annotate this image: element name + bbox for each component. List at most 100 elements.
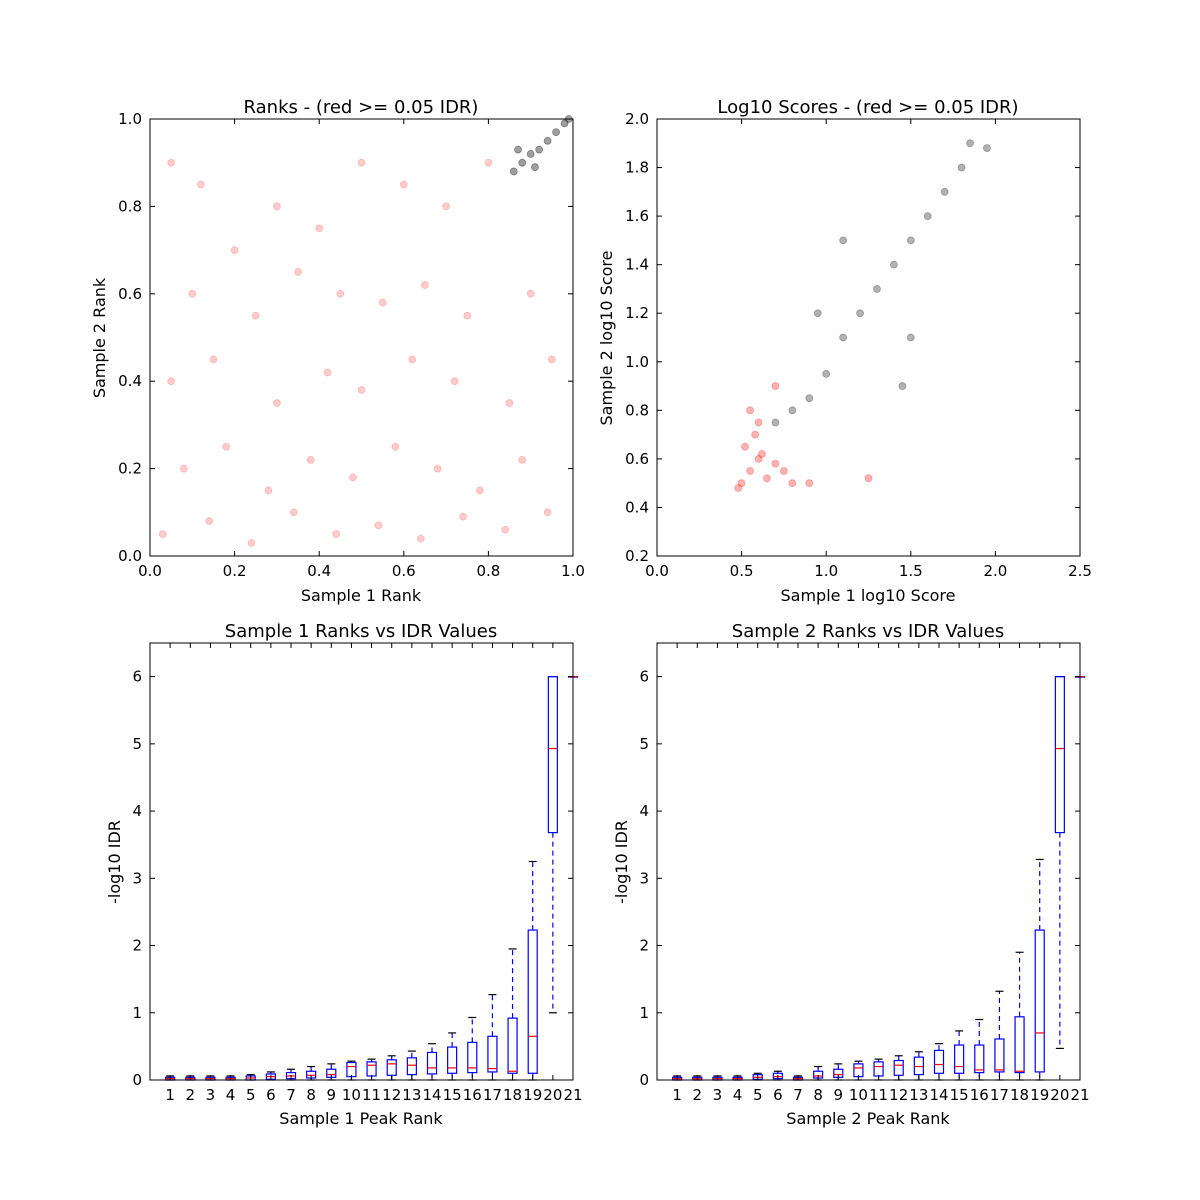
scatter-point <box>805 479 814 488</box>
scatter-point <box>940 187 949 196</box>
scatter-point <box>336 289 345 298</box>
scatter-point <box>771 382 780 390</box>
panel-ranks-scatter: Ranks - (red >= 0.05 IDR) Sample 1 Rank … <box>90 97 585 605</box>
box-iqr <box>974 1044 985 1074</box>
scatter-point <box>272 202 281 211</box>
scatter-point <box>873 285 881 293</box>
scatter-point <box>247 538 256 547</box>
scatter-point <box>196 180 205 189</box>
box <box>447 1032 458 1081</box>
scatter-point <box>839 236 848 245</box>
scatter-point <box>463 311 472 320</box>
scatter-point <box>514 145 522 154</box>
y-tick-label: 1 <box>132 1004 142 1022</box>
y-tick-label: 5 <box>639 735 649 753</box>
x-tick-label: 5 <box>246 1086 256 1104</box>
x-tick-label: 0.0 <box>138 562 162 580</box>
scatter-point <box>167 158 176 167</box>
scatter-point <box>526 289 535 298</box>
x-tick-label: 21 <box>1070 1086 1089 1104</box>
box-iqr <box>1054 676 1065 834</box>
box-iqr <box>426 1051 438 1075</box>
x-tick-label: 2.5 <box>1068 562 1092 580</box>
x-tick-label: 2 <box>186 1086 196 1104</box>
scatter-point <box>222 442 231 451</box>
scatter-point <box>923 212 932 221</box>
scatter-point <box>476 486 484 495</box>
y-tick-label: 2.0 <box>625 110 649 128</box>
x-tick-label: 11 <box>362 1086 381 1104</box>
scatter-point <box>378 298 387 307</box>
x-tick-label: 5 <box>753 1086 763 1104</box>
x-tick-label: 10 <box>849 1086 868 1104</box>
box-iqr <box>933 1049 945 1074</box>
scatter-point <box>898 382 907 390</box>
x-tick-label: 19 <box>1030 1086 1049 1104</box>
scatter-point <box>906 333 915 342</box>
chart-title: Log10 Scores - (red >= 0.05 IDR) <box>717 97 1018 118</box>
scatter-point <box>272 399 281 407</box>
scatter-point <box>416 534 425 543</box>
scatter-point <box>518 455 527 464</box>
y-tick-label: 0.8 <box>625 401 649 419</box>
plot-area: 0.0 0.2 0.4 0.6 0.8 1.0 0.0 0.2 0.4 0.6 0.8 1.0 <box>118 110 585 580</box>
y-tick-label: 0.8 <box>118 197 142 215</box>
x-tick-label: 1 <box>672 1086 682 1104</box>
y-tick-label: 0.4 <box>118 372 142 390</box>
box-iqr <box>406 1057 417 1076</box>
y-tick-label: 5 <box>132 735 142 753</box>
box-iqr <box>467 1041 478 1074</box>
y-tick-label: 0 <box>639 1071 649 1089</box>
x-tick-label: 16 <box>463 1086 482 1104</box>
y-tick-label: 0.4 <box>625 498 649 516</box>
y-tick-label: 1.8 <box>625 159 649 177</box>
box-iqr <box>994 1038 1005 1073</box>
chart-title: Sample 1 Ranks vs IDR Values <box>225 621 497 642</box>
y-tick-label: 4 <box>132 802 142 820</box>
scatter-point <box>188 289 197 298</box>
scatter-point <box>957 163 966 172</box>
y-tick-label: 1 <box>639 1004 649 1022</box>
scatter-point <box>543 136 552 145</box>
scatter-point <box>518 158 527 167</box>
scatter-point <box>788 406 797 415</box>
x-tick-label: 1.0 <box>814 562 838 580</box>
x-tick-label: 3 <box>713 1086 723 1104</box>
y-tick-label: 1.0 <box>625 353 649 371</box>
y-tick-label: 2 <box>639 937 649 955</box>
x-tick-label: 0.8 <box>476 562 500 580</box>
y-axis-label: -log10 IDR <box>105 820 124 904</box>
plot-area: 0.0 0.5 1.0 1.5 2.0 2.5 0.2 0.4 0.6 0.8 1.0 1.2 1.4 1… <box>625 110 1092 580</box>
x-tick-label: 1 <box>165 1086 175 1104</box>
x-tick-label: 7 <box>793 1086 803 1104</box>
box-iqr <box>1014 1016 1025 1074</box>
x-tick-label: 14 <box>929 1086 948 1104</box>
x-tick-label: 0.5 <box>730 562 754 580</box>
scatter-point <box>442 202 451 211</box>
box <box>1054 676 1065 1050</box>
scatter-point <box>205 517 214 525</box>
box <box>547 676 558 1014</box>
y-tick-label: 0.2 <box>118 460 142 478</box>
x-tick-label: 6 <box>266 1086 276 1104</box>
y-tick-label: 1.0 <box>118 110 142 128</box>
scatter-point <box>788 479 797 488</box>
scatter-point <box>751 430 760 439</box>
x-tick-label: 8 <box>306 1086 316 1104</box>
scatter-point <box>421 281 429 289</box>
x-tick-label: 20 <box>543 1086 562 1104</box>
x-tick-label: 2.0 <box>983 562 1007 580</box>
x-tick-label: 3 <box>206 1086 216 1104</box>
y-tick-label: 1.2 <box>625 304 649 322</box>
scatter-point <box>741 442 749 451</box>
chart-title: Ranks - (red >= 0.05 IDR) <box>244 97 479 118</box>
scatter-point <box>737 479 746 488</box>
scatter-point <box>822 370 831 378</box>
y-axis-label: Sample 2 Rank <box>90 277 109 398</box>
box <box>974 1018 985 1081</box>
x-tick-label: 15 <box>443 1086 462 1104</box>
